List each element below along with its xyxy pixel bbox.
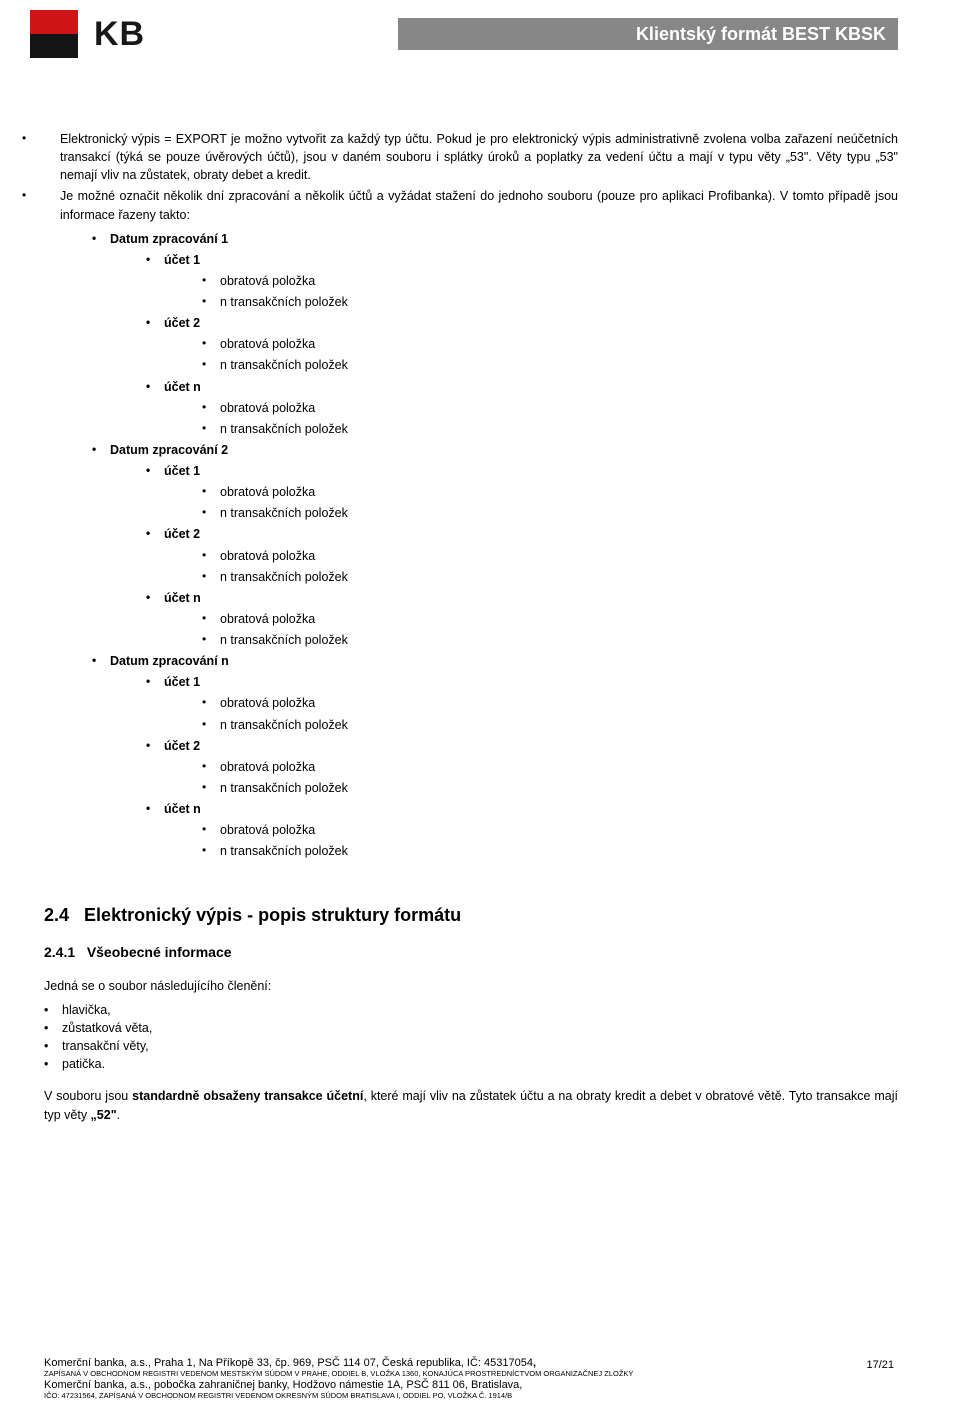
tree-account: účet n	[146, 589, 898, 607]
tree-transakcni: n transakčních položek	[202, 356, 898, 374]
tree-obratova: obratová položka	[202, 758, 898, 776]
final-paragraph: V souboru jsou standardně obsaženy trans…	[44, 1087, 898, 1123]
subsection-intro: Jedná se o soubor následujícího členění:	[44, 977, 898, 995]
subsection-heading: 2.4.1 Všeobecné informace	[44, 942, 898, 962]
tree-obratova: obratová položka	[202, 821, 898, 839]
list-item: transakční věty,	[44, 1037, 898, 1055]
tree-obratova: obratová položka	[202, 694, 898, 712]
text-bold: standardně obsaženy transakce účetní	[132, 1089, 363, 1103]
footer-text: Komerční banka, a.s., Praha 1, Na Příkop…	[44, 1357, 533, 1369]
tree-account: účet 2	[146, 525, 898, 543]
tree-transakcni: n transakčních položek	[202, 631, 898, 649]
tree-transakcni: n transakčních položek	[202, 842, 898, 860]
logo: KB	[30, 10, 145, 58]
logo-flag-icon	[30, 10, 78, 58]
section-num: 2.4	[44, 905, 69, 925]
tree-account: účet 2	[146, 314, 898, 332]
subsection-num: 2.4.1	[44, 944, 75, 960]
tree-transakcni: n transakčních položek	[202, 716, 898, 734]
tree-transakcni: n transakčních položek	[202, 504, 898, 522]
footer-tiny: ZAPÍSANÁ V OBCHODNOM REGISTRI VEDENOM ME…	[44, 1370, 898, 1378]
tree-transakcni: n transakčních položek	[202, 568, 898, 586]
logo-text: KB	[94, 15, 145, 54]
list-item: hlavička,	[44, 1001, 898, 1019]
tree-account: účet 1	[146, 251, 898, 269]
footer: 17/21 Komerční banka, a.s., Praha 1, Na …	[44, 1357, 898, 1400]
tree-account: účet 1	[146, 462, 898, 480]
tree-obratova: obratová položka	[202, 272, 898, 290]
text: .	[117, 1108, 120, 1122]
section-heading: 2.4 Elektronický výpis - popis struktury…	[44, 902, 898, 928]
page-content: Elektronický výpis = EXPORT je možno vyt…	[44, 130, 898, 1130]
tree-obratova: obratová položka	[202, 335, 898, 353]
tree-transakcni: n transakčních položek	[202, 779, 898, 797]
section-title: Elektronický výpis - popis struktury for…	[84, 905, 461, 925]
tree-account: účet 1	[146, 673, 898, 691]
tree-date: Datum zpracování 1	[92, 230, 898, 248]
intro-bullet: Elektronický výpis = EXPORT je možno vyt…	[44, 130, 898, 184]
structure-tree: Datum zpracování 1 účet 1 obratová položka…	[44, 230, 898, 861]
subsection-title: Všeobecné informace	[87, 944, 232, 960]
tree-transakcni: n transakčních položek	[202, 420, 898, 438]
page-number: 17/21	[866, 1359, 894, 1372]
list-item: zůstatková věta,	[44, 1019, 898, 1037]
text-bold: „52"	[91, 1108, 117, 1122]
tree-date: Datum zpracování 2	[92, 441, 898, 459]
tree-obratova: obratová položka	[202, 483, 898, 501]
intro-bullet-list: Elektronický výpis = EXPORT je možno vyt…	[44, 130, 898, 224]
subsection-item-list: hlavička, zůstatková věta, transakční vě…	[44, 1001, 898, 1074]
logo-flag-red	[30, 10, 78, 34]
text: V souboru jsou	[44, 1089, 132, 1103]
logo-flag-black	[30, 34, 78, 58]
tree-transakcni: n transakčních položek	[202, 293, 898, 311]
tree-obratova: obratová položka	[202, 399, 898, 417]
footer-tiny: IČO: 47231564, ZAPÍSANÁ V OBCHODNOM REGI…	[44, 1392, 898, 1400]
intro-bullet: Je možné označit několik dní zpracování …	[44, 187, 898, 223]
tree-obratova: obratová položka	[202, 610, 898, 628]
footer-text: ,	[533, 1357, 536, 1369]
tree-account: účet n	[146, 378, 898, 396]
header-title: Klientský formát BEST KBSK	[636, 24, 886, 45]
tree-account: účet n	[146, 800, 898, 818]
tree-obratova: obratová položka	[202, 547, 898, 565]
list-item: patička.	[44, 1055, 898, 1073]
footer-line: Komerční banka, a.s., pobočka zahranične…	[44, 1379, 898, 1392]
tree-account: účet 2	[146, 737, 898, 755]
tree-date: Datum zpracování n	[92, 652, 898, 670]
header-bar: Klientský formát BEST KBSK	[398, 18, 898, 50]
